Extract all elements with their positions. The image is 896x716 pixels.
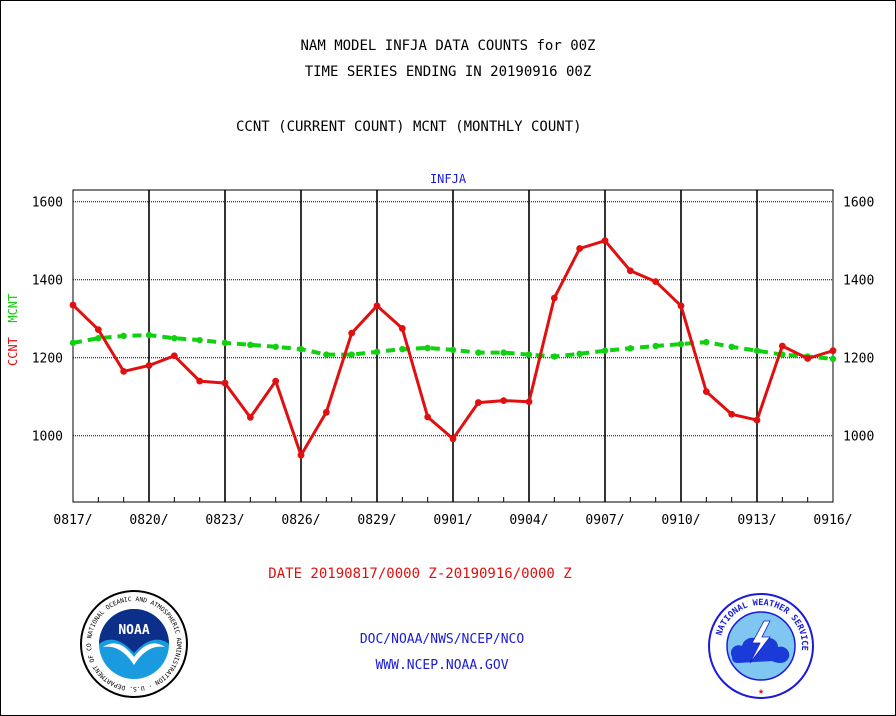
data-point-ccnt [576,245,584,252]
data-point-mcnt [221,339,229,347]
y-tick-label: 1000 [32,430,63,445]
data-point-ccnt [652,278,660,286]
data-point-ccnt [170,352,178,360]
data-point-mcnt [348,351,355,358]
data-point-mcnt [728,343,735,350]
data-point-mcnt [196,336,203,344]
website-link[interactable]: WWW.NCEP.NOAA.GOV [375,658,509,673]
data-point-ccnt [753,416,761,424]
data-point-ccnt [525,398,533,406]
data-point-ccnt [550,294,558,302]
data-point-mcnt [627,345,634,352]
x-tick-label: 0907/ [585,513,624,528]
data-point-mcnt [323,351,330,358]
noaa-logo: NATIONAL OCEANIC AND ATMOSPHERIC ADMINIS… [79,589,188,698]
y-tick-label: 1200 [32,352,63,367]
data-point-mcnt [753,347,761,354]
nws-star-icon: ★ [758,686,764,697]
data-point-ccnt [474,399,482,406]
x-tick-label: 0916/ [813,513,852,528]
data-point-mcnt [551,353,558,360]
data-point-mcnt [449,346,457,354]
nws-logo: NATIONAL WEATHER SERVICE ★ [708,593,814,699]
noaa-bird-icon [103,643,165,665]
data-point-ccnt [626,267,634,275]
data-point-ccnt [322,408,330,416]
data-point-mcnt [475,349,482,356]
x-tick-label: 0820/ [129,513,168,528]
x-tick-label: 0910/ [661,513,700,528]
data-point-ccnt [677,302,685,310]
x-tick-label: 0829/ [357,513,396,528]
plot-title: INFJA [429,172,467,186]
data-point-mcnt [601,347,609,354]
data-point-ccnt [120,367,128,375]
data-point-mcnt [399,345,406,353]
data-point-ccnt [69,301,77,309]
data-point-ccnt [500,397,508,404]
data-point-mcnt [69,339,77,347]
noaa-wordmark: NOAA [118,623,149,638]
nws-lightning-icon [749,620,771,664]
data-point-mcnt [297,345,305,353]
data-point-mcnt [272,343,279,350]
y-tick-label-right: 1600 [843,196,874,211]
data-point-ccnt [424,413,432,421]
data-point-mcnt [576,350,583,357]
chart-title-line1: NAM MODEL INFJA DATA COUNTS for 00Z [300,38,596,54]
y-tick-label-right: 1000 [843,430,874,445]
data-point-mcnt [500,349,507,356]
data-point-ccnt [829,347,837,355]
data-point-ccnt [804,355,812,362]
data-point-mcnt [247,341,254,349]
x-tick-label: 0913/ [737,513,776,528]
x-tick-label: 0826/ [281,513,320,528]
data-point-mcnt [424,344,431,352]
data-point-ccnt [702,388,710,396]
x-tick-label: 0823/ [205,513,244,528]
data-point-mcnt [171,335,178,342]
data-point-ccnt [297,451,305,459]
data-point-ccnt [728,410,736,418]
chart-subtitle: CCNT (CURRENT COUNT) MCNT (MONTHLY COUNT… [236,119,582,135]
data-point-mcnt [703,338,710,346]
data-point-ccnt [94,326,102,334]
data-point-ccnt [398,325,406,332]
x-tick-label: 0904/ [509,513,548,528]
y-tick-label: 1400 [32,274,63,289]
data-point-ccnt [778,342,786,350]
data-point-mcnt [145,331,153,339]
x-tick-label: 0901/ [433,513,472,528]
data-point-ccnt [145,362,153,369]
data-point-ccnt [373,302,381,310]
x-tick-label: 0817/ [53,513,92,528]
data-point-ccnt [196,377,204,385]
data-point-ccnt [449,435,457,443]
noaa-navy-top [99,609,169,653]
data-point-ccnt [246,413,254,421]
chart-title-line2: TIME SERIES ENDING IN 20190916 00Z [304,64,592,80]
y-tick-label-right: 1200 [843,352,874,367]
data-point-mcnt [677,340,685,348]
date-range-label: DATE 20190817/0000 Z-20190916/0000 Z [268,566,572,582]
data-point-ccnt [272,377,280,385]
data-point-mcnt [829,355,837,363]
agency-label: DOC/NOAA/NWS/NCEP/NCO [359,632,525,647]
data-point-ccnt [601,237,609,245]
data-point-mcnt [652,342,659,350]
data-point-mcnt [373,348,381,356]
data-point-mcnt [120,332,127,340]
y-tick-label-right: 1400 [843,274,874,289]
data-point-mcnt [525,351,533,358]
y-tick-label: 1600 [32,196,63,211]
data-point-mcnt [95,335,102,342]
data-point-ccnt [348,329,356,337]
data-point-ccnt [221,379,229,387]
